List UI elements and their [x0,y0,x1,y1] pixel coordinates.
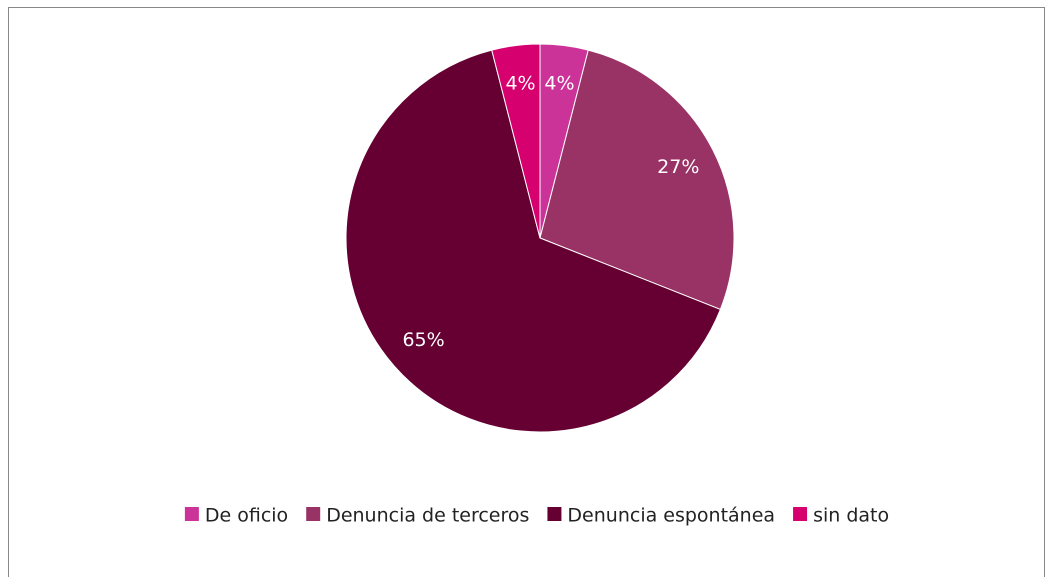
legend-label: Denuncia espontánea [567,505,775,527]
legend-swatch [547,507,562,521]
pie-slice [345,49,722,433]
legend-swatch [184,507,199,521]
pie-slice [539,49,735,311]
legend-swatch [306,507,321,521]
data-label: 27% [657,156,699,178]
data-label: 4% [505,73,535,95]
data-label: 65% [402,329,444,351]
pie-slice [491,43,541,239]
legend-label: Denuncia de terceros [326,505,529,527]
data-label: 4% [544,73,574,95]
legend-label: sin dato [813,505,889,527]
legend-label: De oficio [205,505,288,527]
legend-swatch [793,507,808,521]
